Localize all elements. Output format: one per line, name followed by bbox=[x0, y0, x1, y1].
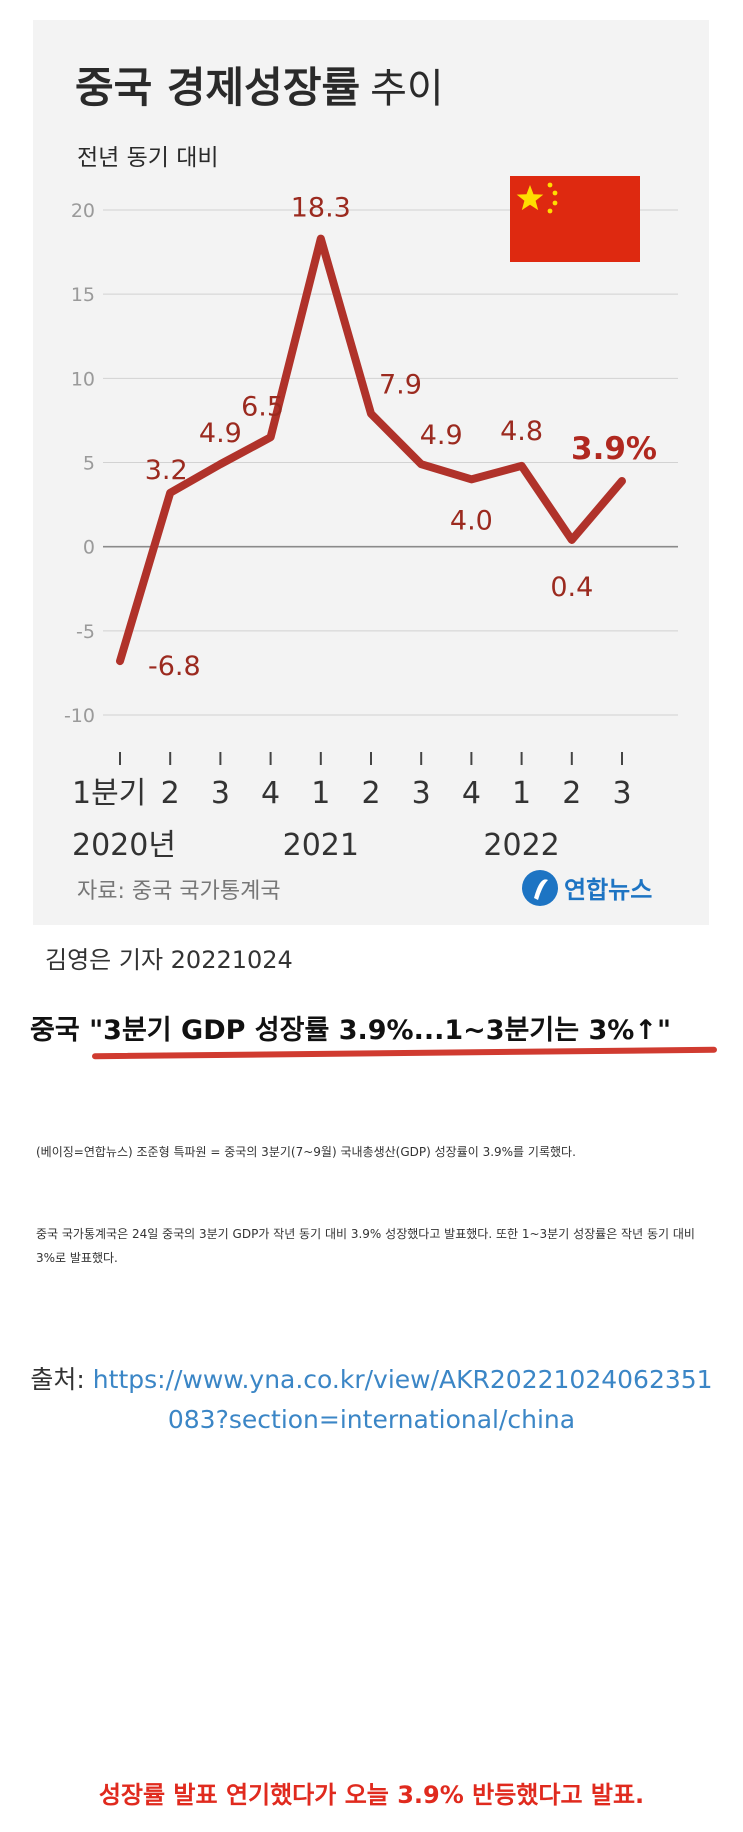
article-paragraph-1: (베이징=연합뉴스) 조준형 특파원 = 중국의 3분기(7~9월) 국내총생산… bbox=[36, 1145, 576, 1159]
x-tick-label: 4 bbox=[261, 776, 280, 811]
data-label: 4.9 bbox=[199, 418, 242, 449]
x-tick-label: 4 bbox=[462, 776, 481, 811]
year-label: 2022 bbox=[483, 828, 559, 863]
y-tick-label: 0 bbox=[83, 537, 95, 559]
chart-subtitle: 전년 동기 대비 bbox=[77, 145, 219, 171]
x-tick-label: 1 bbox=[311, 776, 330, 811]
data-label: 4.8 bbox=[500, 416, 543, 447]
chart-title-main: 중국 경제성장률 bbox=[75, 63, 360, 112]
footer-caption: 성장률 발표 연기했다가 오늘 3.9% 반등했다고 발표. bbox=[98, 1781, 645, 1809]
data-label: 18.3 bbox=[291, 193, 351, 224]
chart-title-suffix: 추이 bbox=[370, 66, 444, 112]
data-label: 3.9% bbox=[571, 431, 657, 467]
headline-underline bbox=[91, 1046, 718, 1060]
source-link-line-2[interactable]: 083?section=international/china bbox=[167, 1405, 576, 1434]
y-tick-label: 15 bbox=[71, 284, 95, 306]
chart-source-note: 자료: 중국 국가통계국 bbox=[77, 879, 281, 904]
x-tick-label: 1 bbox=[512, 776, 531, 811]
year-label: 2021 bbox=[283, 828, 359, 863]
data-label: 3.2 bbox=[145, 455, 188, 486]
headline-quote: "3분기 GDP 성장률 3.9%...1~3분기는 3%↑" bbox=[89, 1015, 672, 1046]
y-axis-ticks: 20 15 10 5 0 -5 -10 bbox=[64, 200, 95, 727]
x-tick-label: 3 bbox=[412, 776, 431, 811]
year-labels: 2020년 2021 2022 bbox=[72, 828, 560, 863]
y-tick-label: 10 bbox=[71, 368, 95, 390]
chart-title: 중국 경제성장률 추이 bbox=[75, 63, 444, 112]
x-axis-ticks: 1분기 2 3 4 1 2 3 4 1 2 3 bbox=[72, 752, 632, 811]
yonhap-logo-text: 연합뉴스 bbox=[564, 876, 652, 904]
series-line bbox=[116, 234, 626, 666]
data-label: 4.9 bbox=[420, 420, 463, 451]
year-label: 2020년 bbox=[72, 828, 176, 863]
y-tick-label: 5 bbox=[83, 453, 95, 475]
source-label: 출처: bbox=[30, 1365, 93, 1394]
article-paragraph-2: 중국 국가통계국은 24일 중국의 3분기 GDP가 작년 동기 대비 3.9%… bbox=[36, 1227, 695, 1265]
x-tick-label: 2 bbox=[361, 776, 380, 811]
grid-layer bbox=[103, 209, 678, 716]
article-headline: 중국 "3분기 GDP 성장률 3.9%...1~3분기는 3%↑" bbox=[30, 1008, 720, 1047]
y-tick-label: -10 bbox=[64, 705, 95, 727]
series-line-layer bbox=[116, 234, 626, 666]
data-label: 7.9 bbox=[379, 370, 422, 401]
y-tick-label: 20 bbox=[71, 200, 95, 222]
headline-prefix: 중국 bbox=[30, 1015, 90, 1046]
data-label: 4.0 bbox=[450, 505, 493, 536]
x-tick-label: 2 bbox=[562, 776, 581, 811]
yonhap-logo: 연합뉴스 bbox=[522, 870, 652, 906]
source-line: 출처: https://www.yna.co.kr/view/AKR202210… bbox=[0, 1360, 743, 1440]
y-tick-label: -5 bbox=[76, 621, 95, 643]
source-link-line-1[interactable]: https://www.yna.co.kr/view/AKR2022102406… bbox=[92, 1365, 713, 1394]
reporter-byline: 김영은 기자 20221024 bbox=[45, 946, 293, 974]
data-label: 0.4 bbox=[550, 572, 593, 603]
data-label: 6.5 bbox=[241, 391, 284, 422]
data-label: -6.8 bbox=[148, 651, 201, 682]
x-tick-label: 1분기 bbox=[72, 776, 146, 811]
x-tick-label: 2 bbox=[161, 776, 180, 811]
data-labels: -6.83.24.96.518.37.94.94.04.80.43.9% bbox=[145, 193, 657, 683]
x-tick-label: 3 bbox=[612, 776, 631, 811]
x-tick-label: 3 bbox=[211, 776, 230, 811]
chart-card: 중국 경제성장률 추이 전년 동기 대비 20 15 10 5 0 -5 -10 1분기 2 3 4… bbox=[33, 20, 709, 925]
china-flag-icon bbox=[510, 176, 640, 262]
